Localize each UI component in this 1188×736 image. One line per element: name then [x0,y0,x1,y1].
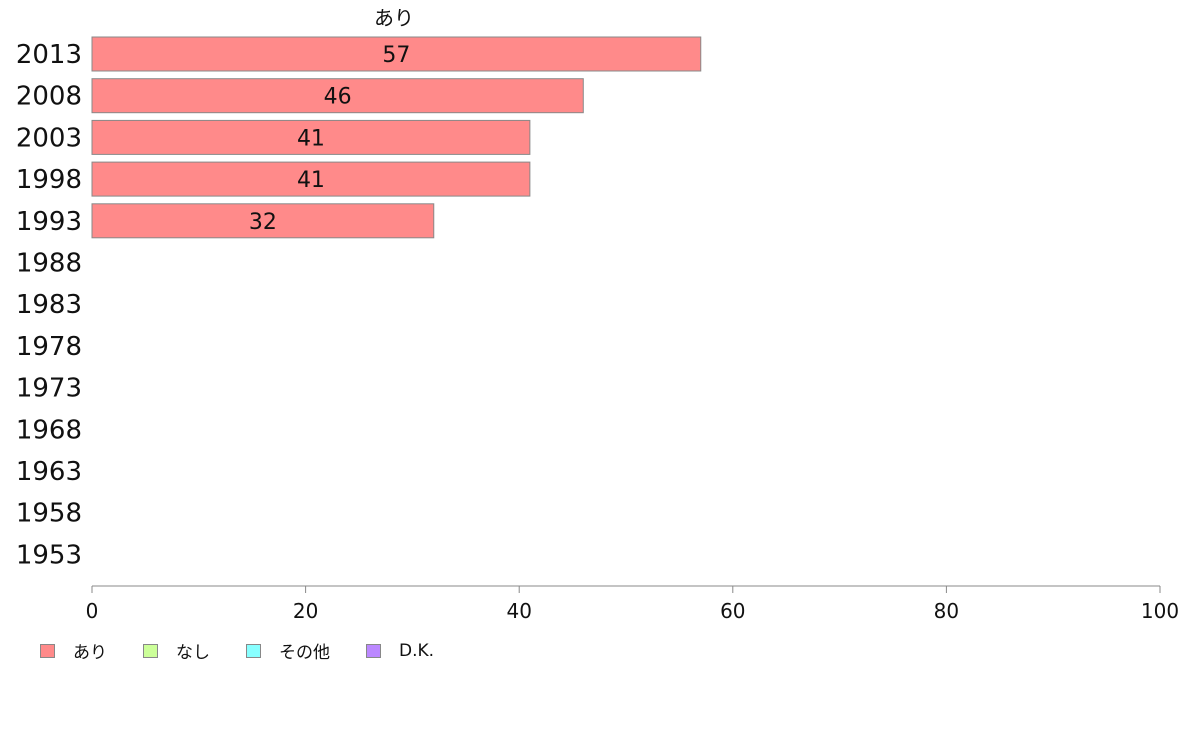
x-tick-label: 60 [720,599,745,623]
x-axis: 0 20 40 60 80 100 [86,585,1179,623]
legend-item-sonota: その他 [246,638,330,663]
bar [91,119,531,155]
legend-swatch-dk [366,643,381,658]
category-label: 1988 [16,249,82,279]
category-label: 2013 [16,40,82,70]
category-label: 1953 [16,540,82,570]
legend-label-ari: あり [73,643,107,663]
bar-data-labels: 57 46 41 41 32 [249,43,411,235]
category-label: 1993 [16,207,82,237]
legend-swatch-ari [40,643,55,658]
category-labels: 2013 2008 2003 1998 1993 1988 1983 1978 1973 1968… [16,40,82,570]
bar-data-label: 41 [297,168,325,193]
bar-data-label: 57 [382,43,410,68]
bar [91,36,702,72]
category-label: 1968 [16,415,82,445]
category-label: 2003 [16,123,82,153]
bar-data-label: 46 [324,85,352,110]
category-label: 1963 [16,457,82,487]
legend-label-dk: D.K. [399,640,435,661]
bar [91,161,531,197]
category-label: 1998 [16,165,82,195]
category-label: 2008 [16,82,82,112]
legend-item-dk: D.K. [366,641,434,661]
legend-swatch-nashi [143,643,158,658]
x-tick-label: 40 [506,599,531,623]
series-title: あり [374,6,414,30]
bar [91,203,435,239]
category-label: 1983 [16,290,82,320]
legend-label-nashi: なし [176,643,210,663]
bar-data-label: 41 [297,126,325,151]
legend-item-nashi: なし [143,638,210,663]
legend-label-sonota: その他 [279,643,330,663]
legend-swatch-sonota [246,643,261,658]
x-tick-label: 80 [934,599,959,623]
legend-item-ari: あり [40,638,107,663]
x-tick-label: 0 [86,599,99,623]
category-label: 1958 [16,499,82,529]
x-tick-label: 100 [1141,599,1179,623]
category-label: 1978 [16,332,82,362]
legend: あり なし その他 D.K. [40,638,434,663]
bar-data-label: 32 [249,210,277,235]
bars [91,36,702,239]
x-tick-label: 20 [293,599,318,623]
category-label: 1973 [16,374,82,404]
bar [91,78,584,114]
